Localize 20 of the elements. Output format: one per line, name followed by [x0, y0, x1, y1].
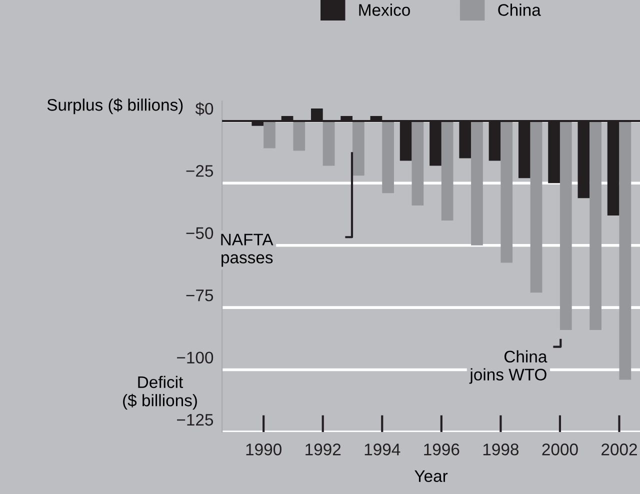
x-tick-label: 1990	[246, 444, 282, 456]
x-tick-label: 2000	[542, 444, 578, 456]
text: Deficit ($ billions)	[123, 376, 197, 410]
x-tick-label: 1996	[424, 444, 460, 456]
y-tick-label: $0	[195, 102, 214, 116]
y-tick-label: −50	[186, 227, 214, 240]
x-tick-label: 1998	[483, 444, 519, 456]
annotation: NAFTA passes	[221, 234, 274, 267]
x-tick-label: 1992	[306, 444, 341, 456]
legend-label: China	[498, 4, 541, 16]
y-tick-label: −25	[186, 165, 214, 177]
y-tick-label: −125	[177, 414, 214, 426]
x-axis-title: Year	[414, 470, 448, 482]
y-tick-label: −100	[177, 352, 214, 364]
x-tick-label: 1994	[364, 444, 400, 456]
text: Surplus ($ billions)	[47, 98, 183, 114]
x-tick-label: 2002	[602, 444, 637, 456]
legend-label: Mexico	[359, 4, 410, 16]
annotation: China joins WTO	[469, 350, 548, 384]
y-tick-label: −75	[186, 290, 214, 302]
